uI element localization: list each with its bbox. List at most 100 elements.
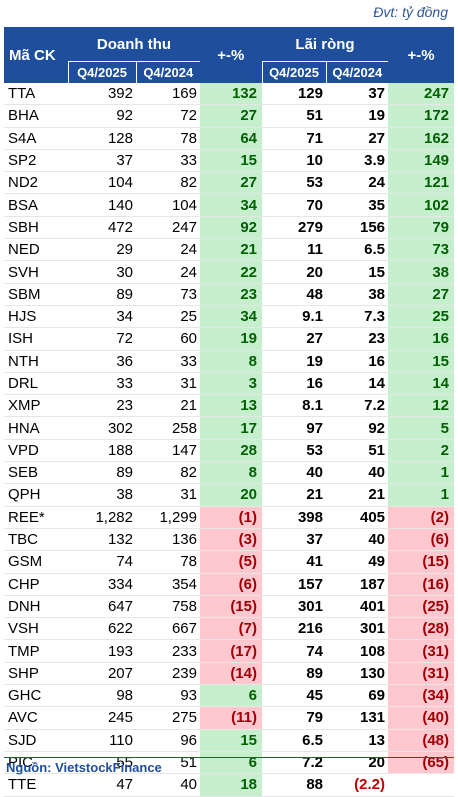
cell-revenue-q4-2025: 89 [116,464,133,482]
cell-code: NTH [8,352,39,370]
cell-profit-q4-2025: 70 [306,196,323,214]
cell-profit-q4-2024: 37 [368,85,386,103]
table-row: SVH 30 24 22 20 15 38 [4,260,455,284]
cell-profit-q4-2024: 49 [368,553,386,571]
cell-profit-q4-2024: 69 [368,687,386,705]
table-row: AVC 245 275 (11) 79 131 (40) [4,706,455,730]
cell-revenue-q4-2025: 34 [116,308,133,326]
table-row: BSA 140 104 34 70 35 102 [4,193,455,217]
cell-revenue-q4-2024: 275 [171,709,197,727]
cell-revenue-q4-2024: 73 [180,285,197,303]
cell-profit-q4-2024: 14 [368,375,386,392]
cell-revenue-q4-2024: 72 [180,107,197,125]
cell-code: GSM [8,553,43,571]
table-row: TTA 392 169 132 129 37 247 [4,83,455,105]
cell-profit-change: 38 [388,260,455,284]
cell-profit-q4-2025: 37 [306,531,323,549]
cell-code: SP2 [8,152,37,170]
cell-revenue-change: 6 [200,684,262,707]
cell-profit-change: (15) [388,550,455,574]
cell-profit-q4-2025: 129 [297,85,323,103]
cell-code: PIC [8,754,34,772]
earnings-table: Mã CK Doanh thu +-% Lãi ròng +-% Q4/2025… [4,27,455,797]
cell-revenue-change: 8 [200,350,262,373]
table-row: TMP 193 233 (17) 74 108 (31) [4,639,455,663]
cell-revenue-q4-2025: 92 [116,107,133,125]
cell-revenue-q4-2025: 47 [116,776,133,794]
cell-profit-q4-2025: 301 [297,597,323,615]
cell-profit-q4-2025: 10 [306,152,323,170]
cell-profit-change: 1 [388,483,455,507]
cell-profit-change: 121 [388,171,455,194]
cell-revenue-q4-2024: 104 [171,196,197,214]
table-row: DNH 647 758 (15) 301 401 (25) [4,595,455,618]
cell-revenue-q4-2024: 33 [180,152,197,170]
cell-code: DRL [8,375,39,392]
cell-profit-change: (2) [388,506,455,529]
cell-revenue-q4-2024: 33 [180,352,197,370]
cell-revenue-q4-2024: 78 [180,553,197,571]
cell-revenue-q4-2024: 667 [171,620,197,638]
cell-revenue-change: 64 [200,127,262,150]
table-row: XMP 23 21 13 8.1 7.2 12 [4,394,455,417]
cell-revenue-change: 18 [200,773,262,796]
header-rev-q4-2025: Q4/2025 [67,61,136,83]
cell-revenue-q4-2024: 82 [180,464,197,482]
cell-revenue-change: 20 [200,483,262,507]
cell-revenue-q4-2025: 647 [107,597,133,615]
cell-revenue-q4-2024: 247 [171,218,197,236]
table-row: ND2 104 82 27 53 24 121 [4,171,455,194]
cell-profit-q4-2024: 19 [368,107,386,125]
footer-divider [4,757,454,758]
cell-code: SJD [8,731,37,749]
cell-revenue-q4-2025: 140 [107,196,133,214]
cell-revenue-q4-2025: 37 [116,152,133,170]
cell-code: HJS [8,308,37,326]
cell-revenue-q4-2024: 239 [171,664,197,682]
cell-revenue-q4-2024: 136 [171,531,197,549]
table-row: TBC 132 136 (3) 37 40 (6) [4,528,455,551]
cell-revenue-q4-2024: 93 [180,687,197,705]
table-row: SBM 89 73 23 48 38 27 [4,283,455,306]
cell-revenue-change: (17) [200,639,262,663]
cell-profit-change: (16) [388,573,455,596]
cell-profit-change: (40) [388,706,455,730]
cell-code: AVC [8,709,38,727]
source-note: Nguồn: VietstockFinance [6,760,162,775]
table-row: GHC 98 93 6 45 69 (34) [4,684,455,707]
cell-code: XMP [8,397,41,415]
cell-profit-q4-2025: 79 [306,709,323,727]
cell-revenue-change: 132 [200,83,262,105]
table-row: GSM 74 78 (5) 41 49 (15) [4,550,455,574]
cell-profit-q4-2025: 6.5 [302,731,323,749]
cell-revenue-q4-2025: 38 [116,486,133,504]
cell-profit-q4-2025: 9.1 [302,308,323,326]
cell-profit-change: 15 [388,350,455,373]
cell-revenue-q4-2025: 55 [116,754,133,772]
cell-profit-change: 27 [388,283,455,306]
cell-revenue-q4-2025: 188 [107,441,133,459]
cell-revenue-q4-2025: 245 [107,709,133,727]
cell-revenue-q4-2024: 31 [180,486,197,504]
cell-profit-q4-2024: 38 [368,285,386,303]
cell-revenue-q4-2024: 40 [180,776,197,794]
cell-profit-q4-2024: 24 [368,174,386,192]
cell-revenue-q4-2024: 354 [171,575,197,593]
cell-profit-q4-2024: 35 [368,196,386,214]
cell-revenue-change: 34 [200,305,262,328]
table-row: VPD 188 147 28 53 51 2 [4,439,455,462]
cell-profit-q4-2024: 20 [368,754,386,772]
cell-code: NED [8,241,40,259]
cell-profit-q4-2025: 27 [306,330,323,348]
cell-revenue-q4-2025: 207 [107,664,133,682]
cell-code: BHA [8,107,39,125]
cell-revenue-change: 15 [200,729,262,752]
table-row: HNA 302 258 17 97 92 5 [4,416,455,440]
header-profit-q4-2025: Q4/2025 [261,61,326,83]
cell-profit-q4-2024: 21 [368,486,386,504]
cell-profit-q4-2025: 53 [306,174,323,192]
cell-profit-q4-2024: 301 [359,620,386,638]
cell-revenue-change: 8 [200,461,262,484]
cell-revenue-q4-2025: 1,282 [95,508,133,526]
cell-profit-q4-2025: 74 [306,642,323,660]
